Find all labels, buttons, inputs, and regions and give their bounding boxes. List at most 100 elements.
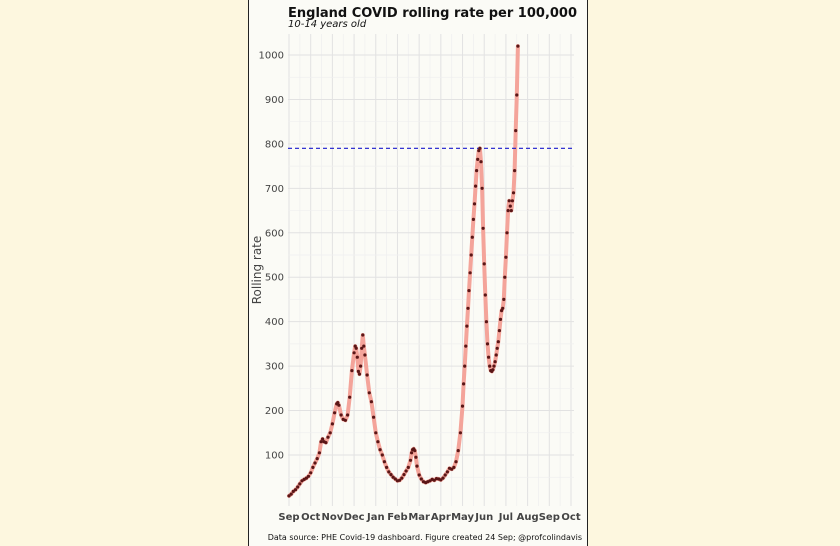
- data-point: [361, 333, 365, 337]
- data-point: [354, 346, 358, 350]
- data-point: [452, 465, 456, 469]
- data-point: [458, 431, 462, 435]
- data-point: [372, 415, 376, 419]
- data-point: [380, 453, 384, 457]
- data-points: [287, 44, 520, 498]
- data-point: [414, 455, 418, 459]
- data-point: [475, 169, 479, 173]
- data-point: [374, 431, 378, 435]
- data-point: [466, 306, 470, 310]
- data-point: [356, 369, 360, 373]
- data-point: [363, 353, 367, 357]
- data-point: [515, 93, 519, 97]
- data-point: [311, 465, 315, 469]
- data-point: [460, 404, 465, 408]
- data-point: [509, 209, 513, 213]
- data-point: [462, 382, 466, 386]
- data-point: [357, 372, 362, 376]
- data-point: [337, 403, 341, 407]
- data-point: [317, 451, 321, 455]
- data-point: [463, 364, 467, 368]
- data-point: [326, 435, 330, 439]
- y-tick-label: 100: [265, 451, 284, 462]
- data-point: [365, 373, 369, 377]
- x-tick-label: May: [451, 512, 474, 523]
- data-point: [350, 369, 354, 373]
- data-point: [324, 441, 328, 445]
- data-point: [482, 262, 486, 266]
- y-tick-label: 700: [265, 184, 284, 195]
- data-point: [348, 395, 352, 399]
- data-point: [493, 360, 497, 364]
- data-point: [487, 355, 491, 359]
- data-point: [513, 169, 517, 173]
- data-point: [443, 473, 447, 477]
- data-point: [469, 253, 473, 257]
- data-point: [309, 471, 313, 475]
- data-point: [497, 329, 501, 333]
- data-point: [454, 460, 458, 464]
- data-point: [413, 449, 417, 453]
- data-point: [441, 476, 445, 480]
- x-tick-label: Jul: [498, 512, 513, 523]
- x-tick-label: Nov: [322, 512, 344, 523]
- data-point: [291, 489, 295, 493]
- data-point: [406, 465, 410, 469]
- data-point: [450, 467, 454, 471]
- data-point: [404, 469, 408, 473]
- data-point: [478, 146, 482, 150]
- data-point: [474, 184, 478, 188]
- data-point: [410, 451, 414, 455]
- chart-subtitle: 10-14 years old: [288, 19, 367, 30]
- data-point: [415, 464, 419, 468]
- data-point: [496, 340, 500, 344]
- data-point: [467, 289, 471, 293]
- data-point: [352, 351, 356, 355]
- data-point: [298, 482, 302, 486]
- x-tick-label: Feb: [387, 512, 407, 523]
- data-point: [402, 473, 406, 477]
- data-point: [304, 476, 308, 480]
- data-point: [502, 297, 506, 301]
- data-point: [480, 186, 484, 190]
- data-point: [330, 422, 334, 426]
- data-point: [508, 204, 512, 208]
- data-point: [391, 475, 395, 479]
- data-point: [498, 317, 503, 321]
- data-point: [501, 306, 505, 310]
- data-point: [484, 320, 488, 324]
- data-point: [339, 413, 343, 417]
- data-point: [514, 129, 518, 133]
- x-tick-label: Sep: [278, 512, 299, 523]
- data-point: [313, 461, 317, 465]
- x-tick-label: Dec: [344, 512, 365, 523]
- x-tick-label: Mar: [408, 512, 430, 523]
- data-point: [362, 344, 366, 348]
- data-point: [503, 275, 507, 279]
- data-point: [511, 191, 516, 195]
- data-point: [315, 457, 319, 461]
- data-point: [506, 209, 510, 213]
- data-point: [360, 346, 364, 350]
- data-point: [378, 448, 382, 452]
- data-point: [336, 401, 340, 405]
- y-tick-label: 200: [265, 406, 284, 417]
- y-axis-ticks: 100 200 300 400 500 600 700 800 900 1000: [259, 51, 284, 462]
- data-point: [376, 440, 380, 444]
- data-point: [516, 44, 520, 48]
- data-point: [355, 355, 359, 359]
- data-point: [481, 226, 485, 230]
- data-point: [492, 364, 496, 368]
- x-axis-ticks: Sep Oct Nov Dec Jan Feb Mar Apr May Jun Jul Aug Sep O…: [278, 512, 580, 523]
- data-point: [464, 344, 468, 348]
- data-point: [321, 437, 325, 441]
- data-point: [505, 231, 509, 235]
- data-point: [495, 346, 499, 350]
- y-tick-label: 500: [265, 273, 284, 284]
- data-point: [328, 431, 332, 435]
- x-tick-label: Oct: [561, 512, 580, 523]
- x-tick-label: Jan: [366, 512, 385, 523]
- data-point: [470, 235, 474, 239]
- chart-title: England COVID rolling rate per 100,000: [288, 6, 578, 21]
